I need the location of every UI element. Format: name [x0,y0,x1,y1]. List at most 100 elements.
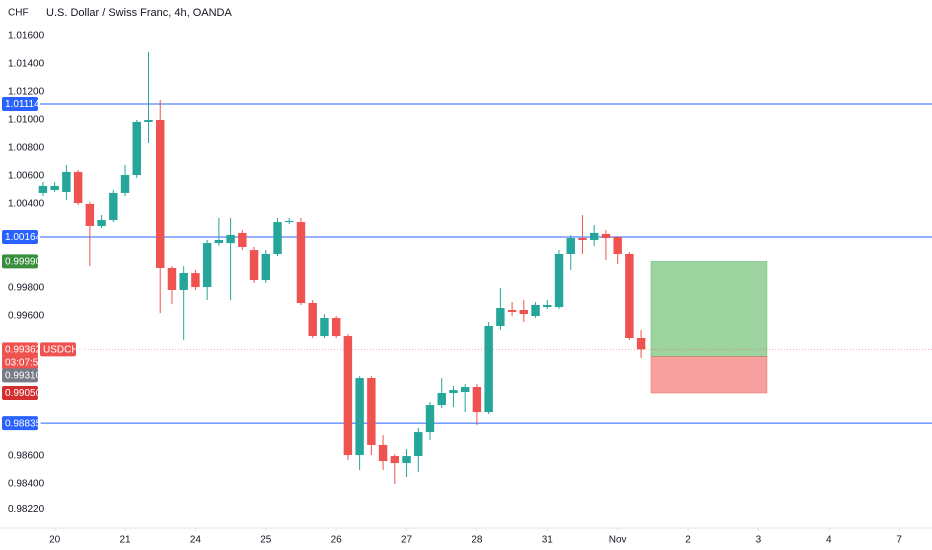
candle-body [601,233,611,239]
countdown-label: 03:07:58 [5,357,44,368]
candle-body [566,238,575,254]
y-tick-label: 1.01000 [8,115,45,126]
candle-body [613,237,622,254]
x-tick-label: 2 [685,535,691,546]
x-tick-label: Nov [609,535,627,546]
candle-body [625,253,634,338]
candle-body [285,220,294,223]
x-tick-label: 3 [756,535,762,546]
x-tick-label: 20 [49,535,61,546]
target-label: 0.99990 [5,257,42,268]
chart-title: U.S. Dollar / Swiss Franc, 4h, OANDA [46,7,232,19]
candle-body [554,253,564,308]
level-label-bg [2,416,38,431]
candle-body [507,309,517,312]
x-tick-label: 21 [119,535,131,546]
level-label-bg [2,230,38,245]
level-label: 0.98835 [5,418,42,429]
candle-body [355,378,364,456]
y-tick-label: 0.99800 [8,283,45,294]
candle-body [167,267,177,290]
candle-body [414,432,423,457]
symbol-label-bg [40,342,76,357]
x-tick-label: 31 [542,535,554,546]
y-tick-label: 1.00800 [8,143,45,154]
candle-body [132,121,141,176]
stop-label-bg [2,386,38,401]
y-tick-label: 0.98600 [8,451,45,462]
candle-body [402,456,411,464]
candle-body [38,185,48,193]
y-tick-label: 1.01600 [8,31,45,42]
x-tick-label: 25 [260,535,272,546]
profit-zone [650,261,768,357]
countdown-label-bg [2,355,38,370]
level-label: 1.01114 [5,99,40,110]
currency-label: CHF [8,8,29,19]
candle-body [109,192,118,220]
y-tick-label: 1.01400 [8,59,45,70]
y-tick-label: 1.00400 [8,199,45,210]
candle-body [73,171,83,204]
candle-body [144,119,153,122]
candle-body [460,387,470,393]
loss-zone [650,356,768,394]
candle-body [249,250,259,281]
symbol-label: USDCHF [43,344,85,355]
candle-body [97,219,106,226]
candle-body [296,222,306,303]
candle-body [425,405,435,433]
candle-body [214,239,224,244]
stop-label: 0.99050 [5,388,42,399]
entry-label: 0.99310 [5,370,42,381]
level-label: 1.00164 [5,232,42,243]
last-price-label-bg [2,342,38,357]
candle-body [578,238,587,240]
x-tick-label: 28 [471,535,483,546]
x-tick-label: 26 [331,535,343,546]
candle-body [120,175,130,193]
x-tick-label: 27 [401,535,413,546]
y-tick-label: 1.01200 [8,87,45,98]
candle-body [85,204,95,226]
candle-body [437,393,446,406]
level-label-bg [2,97,38,112]
x-tick-label: 7 [896,535,902,546]
candle-body [320,317,329,337]
candle-body [308,302,317,337]
x-tick-label: 4 [826,535,832,546]
entry-label-bg [2,368,38,383]
y-tick-label: 1.00600 [8,171,45,182]
candle-body [367,378,376,445]
candle-body [531,304,540,317]
candle-body [484,325,493,413]
candle-body [62,171,71,192]
candle-body [156,119,165,268]
candle-body [589,232,599,240]
y-tick-label: 0.98220 [8,504,45,515]
candle-body [50,185,59,191]
target-label-bg [2,254,38,269]
y-tick-label: 0.99600 [8,311,45,322]
candle-body [472,387,482,413]
x-tick-label: 24 [190,535,202,546]
y-tick-label: 0.98400 [8,479,45,490]
candle-body [449,390,458,394]
candle-body [226,234,235,244]
candle-body [543,304,552,308]
candle-body [496,308,505,326]
candle-body [273,222,282,254]
candle-body [378,444,388,462]
candle-body [331,317,341,337]
candle-body [238,232,247,247]
candle-body [519,309,529,315]
candle-body [343,336,353,456]
candle-body [191,273,200,288]
candle-body [261,253,271,281]
candle-body [636,337,646,350]
candle-body [179,273,188,290]
last-price-label: 0.99362 [5,344,42,355]
